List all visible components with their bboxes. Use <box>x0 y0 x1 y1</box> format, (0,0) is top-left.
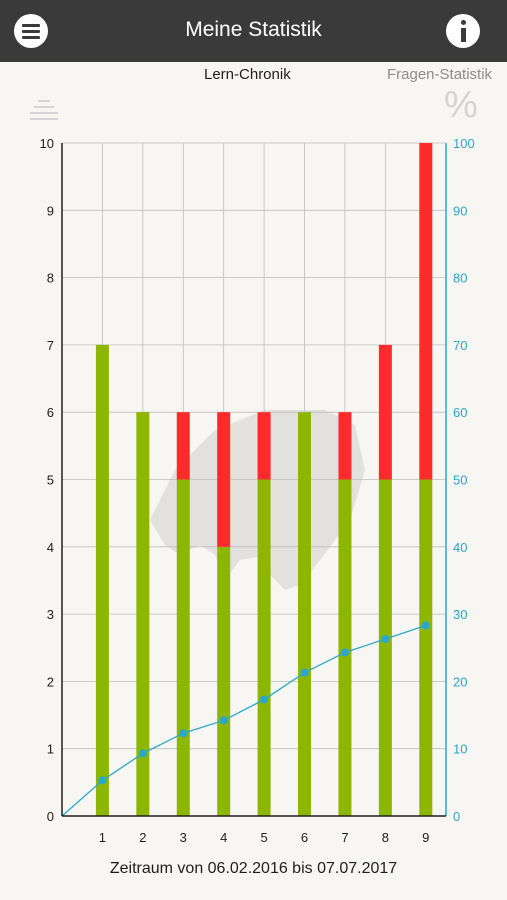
line-point-5 <box>260 695 269 704</box>
left-tick-label: 7 <box>47 338 54 353</box>
right-tick-label: 0 <box>453 809 460 824</box>
page-title: Meine Statistik <box>185 18 322 41</box>
right-tick-label: 100 <box>453 136 475 151</box>
bar-series1-7 <box>338 479 352 816</box>
bar-series1-4 <box>217 546 231 816</box>
x-tick-label: 6 <box>301 830 308 845</box>
info-icon[interactable] <box>446 14 480 48</box>
x-tick-label: 3 <box>180 830 187 845</box>
right-tick-label: 60 <box>453 405 467 420</box>
left-tick-label: 3 <box>47 607 54 622</box>
line-point-4 <box>219 716 228 725</box>
right-tick-label: 90 <box>453 203 467 218</box>
left-tick-label: 1 <box>47 742 54 757</box>
app-header: Meine Statistik <box>0 0 507 62</box>
right-tick-label: 40 <box>453 540 467 555</box>
chart-bars <box>95 143 433 816</box>
right-tick-label: 50 <box>453 473 467 488</box>
bar-series2-9 <box>419 143 433 480</box>
left-tick-label: 4 <box>47 540 54 555</box>
left-tick-label: 2 <box>47 674 54 689</box>
period-label: Zeitraum von 06.02.2016 bis 07.07.2017 <box>109 860 398 877</box>
menu-icon[interactable] <box>14 14 48 48</box>
bar-series1-1 <box>95 344 109 816</box>
elephant-watermark <box>150 410 365 590</box>
chart-axes <box>61 143 447 817</box>
bar-series2-7 <box>338 412 352 480</box>
x-tick-label: 9 <box>422 830 429 845</box>
bar-series2-8 <box>378 344 392 480</box>
right-tick-label: 80 <box>453 271 467 286</box>
line-point-7 <box>340 648 349 657</box>
line-point-9 <box>421 621 430 630</box>
left-tick-label: 9 <box>47 203 54 218</box>
bar-series2-4 <box>217 412 231 547</box>
line-point-2 <box>138 749 147 758</box>
x-tick-label: 8 <box>382 830 389 845</box>
x-tick-label: 1 <box>99 830 106 845</box>
right-tick-label: 10 <box>453 742 467 757</box>
left-tick-label: 6 <box>47 405 54 420</box>
x-tick-label: 5 <box>260 830 267 845</box>
left-tick-label: 10 <box>40 136 54 151</box>
line-point-1 <box>98 776 107 785</box>
bar-series1-9 <box>419 479 433 816</box>
tab-fragen-statistik[interactable]: Fragen-Statistik <box>387 66 493 83</box>
bar-series1-2 <box>136 412 150 816</box>
line-point-6 <box>300 668 309 677</box>
line-point-3 <box>179 729 188 738</box>
right-tick-label: 20 <box>453 674 467 689</box>
line-series-path <box>61 624 426 817</box>
percent-icon[interactable]: % <box>444 84 478 126</box>
right-tick-label: 70 <box>453 338 467 353</box>
left-tick-label: 0 <box>47 809 54 824</box>
left-tick-label: 5 <box>47 473 54 488</box>
tab-bar: Lern-Chronik Fragen-Statistik % <box>0 62 507 132</box>
lines-icon[interactable] <box>30 98 58 122</box>
x-tick-label: 4 <box>220 830 227 845</box>
bar-series1-6 <box>298 412 312 816</box>
right-tick-label: 30 <box>453 607 467 622</box>
chart-line-series <box>61 621 430 817</box>
left-tick-label: 8 <box>47 271 54 286</box>
bar-series2-3 <box>176 412 190 480</box>
tab-lern-chronik[interactable]: Lern-Chronik <box>204 66 291 83</box>
x-tick-label: 7 <box>341 830 348 845</box>
x-tick-label: 2 <box>139 830 146 845</box>
bar-series1-5 <box>257 479 271 816</box>
line-point-8 <box>381 635 390 644</box>
bar-series1-3 <box>176 479 190 816</box>
bar-series1-8 <box>378 479 392 816</box>
bar-series2-5 <box>257 412 271 480</box>
